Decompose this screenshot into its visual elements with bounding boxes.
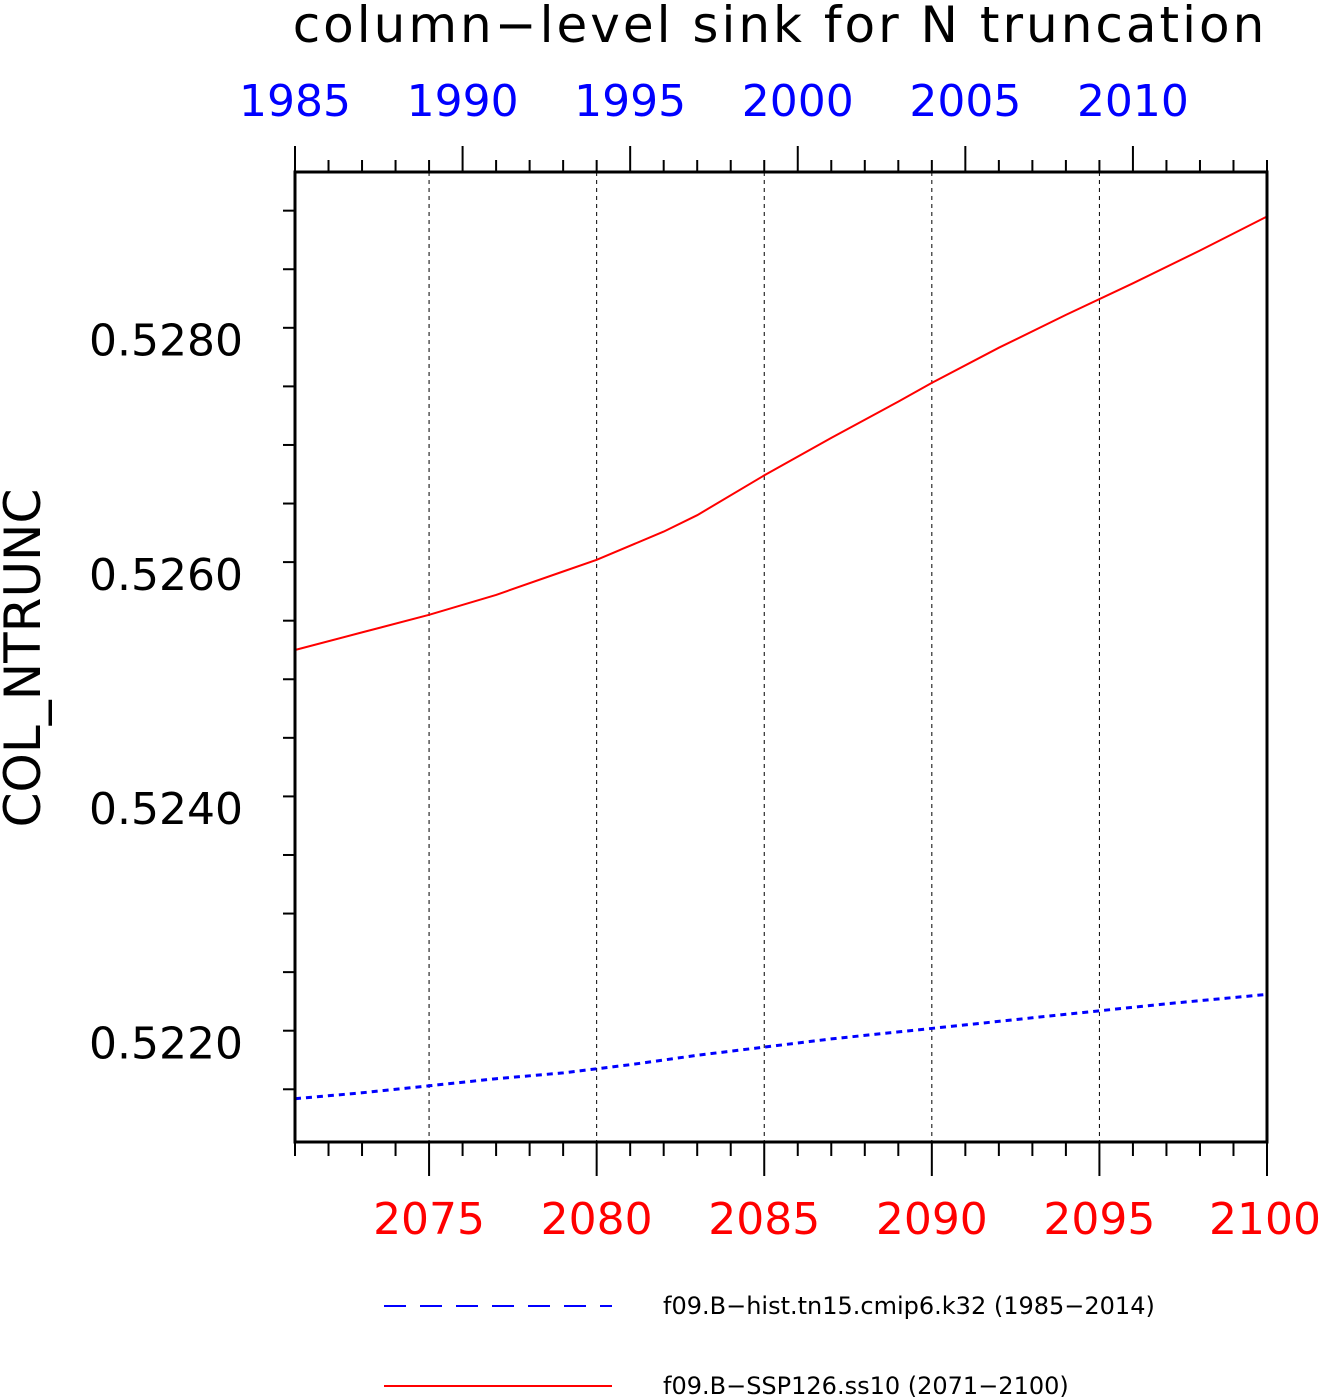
x-bottom-tick-label: 2095 (1043, 1194, 1155, 1245)
series-line-1 (294, 992, 1268, 1101)
plot-frame (293, 170, 1269, 1144)
legend-label: f09.B−hist.tn15.cmip6.k32 (1985−2014) (663, 1292, 1155, 1320)
chart-title: column−level sink for N truncation (293, 0, 1268, 54)
axis-ticks (283, 146, 1268, 1176)
x-top-tick-label: 1985 (239, 76, 351, 127)
x-top-tick-label: 2010 (1077, 76, 1189, 127)
x-bottom-tick-label: 2080 (541, 1194, 653, 1245)
y-tick-label: 0.5220 (89, 1018, 243, 1069)
series-lines (294, 215, 1268, 1101)
grid-lines (428, 172, 1100, 1142)
y-tick-label: 0.5280 (89, 316, 243, 367)
x-bottom-tick-label: 2090 (876, 1194, 988, 1245)
series-line-2 (294, 215, 1268, 651)
x-top-tick-label: 1990 (407, 76, 519, 127)
x-bottom-tick-label: 2100 (1209, 1194, 1321, 1245)
legend: f09.B−hist.tn15.cmip6.k32 (1985−2014) f09… (384, 1292, 1155, 1400)
x-top-tick-label: 2005 (909, 76, 1021, 127)
x-top-tick-label: 2000 (742, 76, 854, 127)
legend-label: f09.B−SSP126.ss10 (2071−2100) (663, 1372, 1069, 1400)
y-tick-label: 0.5260 (89, 550, 243, 601)
x-bottom-tick-label: 2075 (373, 1194, 485, 1245)
x-bottom-tick-label: 2085 (708, 1194, 820, 1245)
y-axis-label: COL_NTRUNC (0, 489, 52, 828)
tick-labels: 0.5220 0.5240 0.5260 0.5280 2075 2080 2085 2090… (89, 76, 1321, 1245)
y-tick-label: 0.5240 (89, 784, 243, 835)
x-top-tick-label: 1995 (574, 76, 686, 127)
